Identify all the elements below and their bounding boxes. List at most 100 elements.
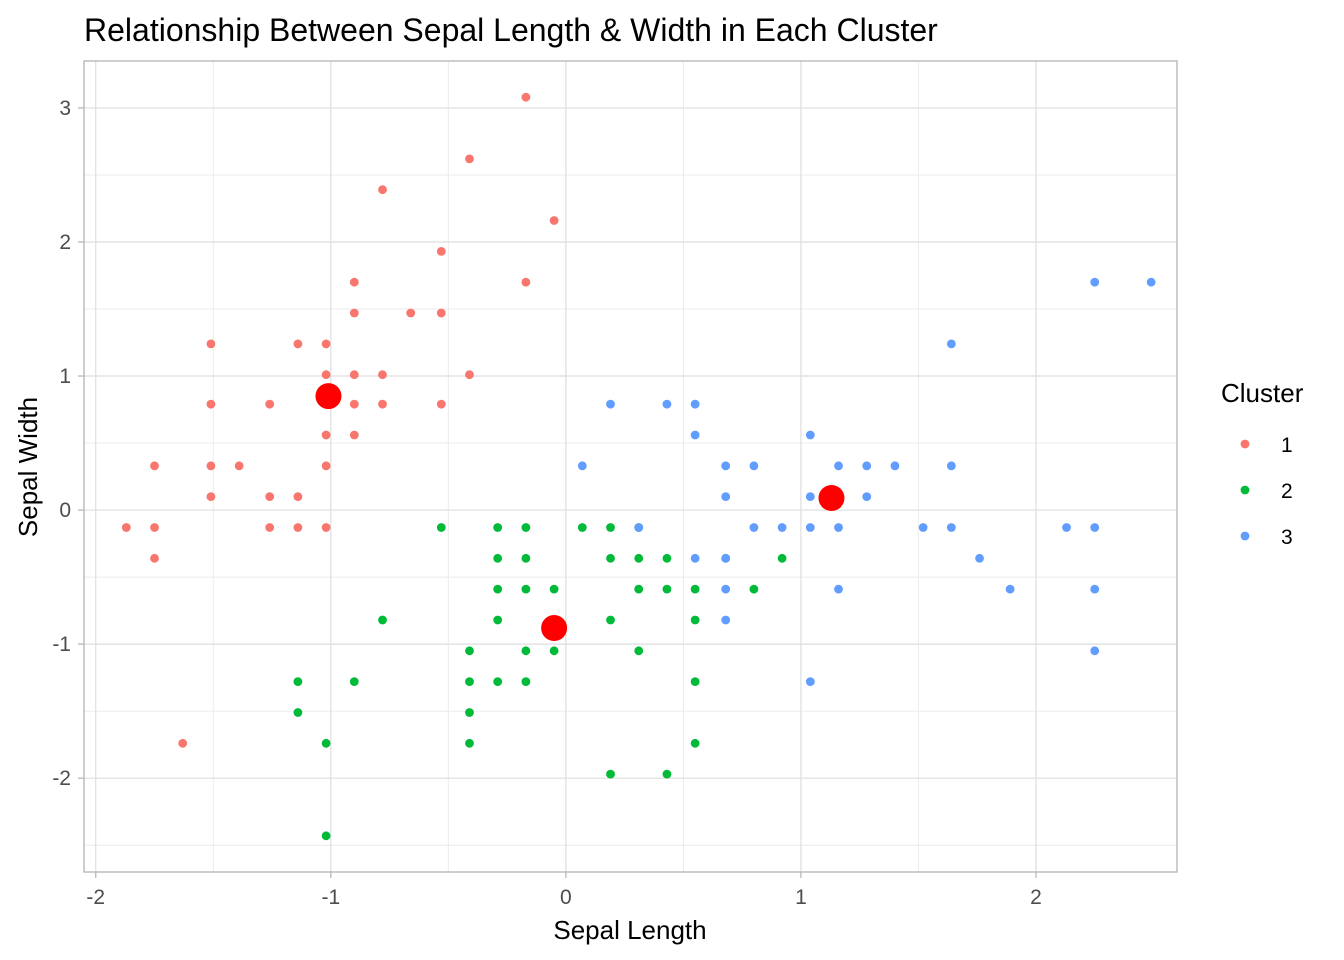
- cluster-1-point: [321, 430, 331, 440]
- cluster-2-point: [465, 738, 474, 748]
- cluster-1-point: [206, 492, 216, 502]
- cluster-2-point: [606, 615, 615, 625]
- cluster-3-point: [1062, 523, 1071, 532]
- cluster-1-point: [150, 553, 159, 563]
- y-tick-label: 1: [59, 365, 71, 388]
- cluster-3-point: [805, 430, 815, 440]
- cluster-3-point: [862, 492, 872, 502]
- legend-title: Cluster: [1221, 378, 1304, 408]
- y-tick-label: -1: [52, 633, 71, 656]
- cluster-2-point: [321, 831, 331, 841]
- cluster-2-point: [493, 615, 503, 625]
- cluster-2-point: [521, 646, 531, 656]
- cluster-2-point: [634, 646, 644, 656]
- cluster-3-point: [690, 399, 700, 409]
- cluster-1-point: [234, 461, 244, 471]
- cluster-2-point: [662, 553, 672, 563]
- legend-label-cluster-1: 1: [1281, 434, 1293, 457]
- cluster-2-point: [749, 584, 759, 594]
- cluster-2-point: [577, 523, 587, 532]
- cluster-1-point: [436, 399, 446, 409]
- cluster-2-point: [606, 769, 615, 779]
- cluster-3-point: [1090, 646, 1100, 656]
- cluster-1-point: [293, 339, 303, 349]
- cluster-3-point: [890, 461, 900, 471]
- chart-title: Relationship Between Sepal Length & Widt…: [84, 12, 938, 48]
- cluster-2-point: [662, 769, 672, 779]
- cluster-1-point: [150, 461, 159, 471]
- cluster-1-point: [321, 339, 331, 349]
- cluster-3-point: [805, 492, 815, 502]
- cluster-3-point: [662, 399, 672, 409]
- cluster-3-point: [721, 584, 731, 594]
- cluster-3-point: [577, 461, 587, 471]
- cluster-2-point: [777, 553, 787, 563]
- cluster-3-point: [834, 584, 843, 594]
- cluster-1-point: [349, 430, 359, 440]
- cluster-2-point: [293, 708, 303, 717]
- cluster-2-point: [634, 553, 644, 563]
- centroid-point: [541, 615, 568, 642]
- cluster-3-point: [918, 523, 928, 532]
- x-tick-label: -1: [321, 886, 340, 909]
- cluster-1-point: [436, 308, 446, 318]
- cluster-3-point: [805, 677, 815, 687]
- cluster-2-point: [606, 523, 615, 532]
- cluster-2-point: [493, 553, 503, 563]
- legend-items: 1 2 3: [1240, 434, 1293, 549]
- cluster-1-point: [265, 492, 275, 502]
- cluster-3-point: [721, 492, 731, 502]
- cluster-2-point: [606, 553, 615, 563]
- cluster-1-point: [521, 92, 531, 102]
- centroid-point: [315, 383, 342, 410]
- cluster-1-point: [150, 523, 159, 532]
- cluster-1-point: [406, 308, 416, 318]
- legend-label-cluster-3: 3: [1281, 526, 1293, 549]
- cluster-3-point: [975, 553, 984, 563]
- cluster-3-point: [1005, 584, 1015, 594]
- y-tick-label: -2: [52, 767, 71, 790]
- cluster-3-point: [777, 523, 787, 532]
- cluster-1-point: [121, 523, 131, 532]
- legend-key-cluster-1: [1240, 439, 1250, 449]
- cluster-1-point: [349, 370, 359, 380]
- cluster-1-point: [206, 461, 216, 471]
- cluster-3-point: [749, 461, 759, 471]
- cluster-3-point: [721, 461, 731, 471]
- cluster-1-point: [293, 523, 303, 532]
- legend-key-cluster-3: [1240, 531, 1250, 541]
- y-tick-label: 0: [59, 499, 71, 522]
- cluster-1-point: [265, 399, 275, 409]
- cluster-3-point: [946, 523, 956, 532]
- cluster-2-point: [521, 677, 531, 687]
- cluster-2-point: [465, 708, 474, 717]
- x-tick-label: 2: [1030, 886, 1042, 909]
- cluster-2-point: [690, 677, 700, 687]
- cluster-2-point: [690, 615, 700, 625]
- cluster-2-point: [493, 584, 503, 594]
- grid-lines: [84, 61, 1177, 872]
- cluster-3-point: [862, 461, 872, 471]
- cluster-3-point: [834, 461, 843, 471]
- cluster-2-point: [465, 646, 474, 656]
- cluster-1-point: [349, 308, 359, 318]
- cluster-2-point: [349, 677, 359, 687]
- cluster-1-point: [265, 523, 275, 532]
- y-tick-label: 2: [59, 231, 71, 254]
- cluster-1-point: [206, 399, 216, 409]
- cluster-1-point: [465, 154, 474, 164]
- cluster-2-point: [465, 677, 474, 687]
- cluster-2-point: [634, 584, 644, 594]
- plot-panel-border: [83, 60, 1178, 873]
- cluster-3-point: [805, 523, 815, 532]
- cluster-2-point: [662, 584, 672, 594]
- cluster-1-point: [378, 185, 387, 195]
- cluster-2-point: [436, 523, 446, 532]
- cluster-3-point: [946, 461, 956, 471]
- axis-ticks: -2 -1 0 1 2 -2 -1 0 1 2 3: [52, 97, 1041, 909]
- cluster-3-point: [946, 339, 956, 349]
- cluster-3-point: [1090, 584, 1100, 594]
- y-tick-label: 3: [59, 97, 71, 120]
- cluster-1-point: [321, 523, 331, 532]
- cluster-3-point: [1090, 523, 1100, 532]
